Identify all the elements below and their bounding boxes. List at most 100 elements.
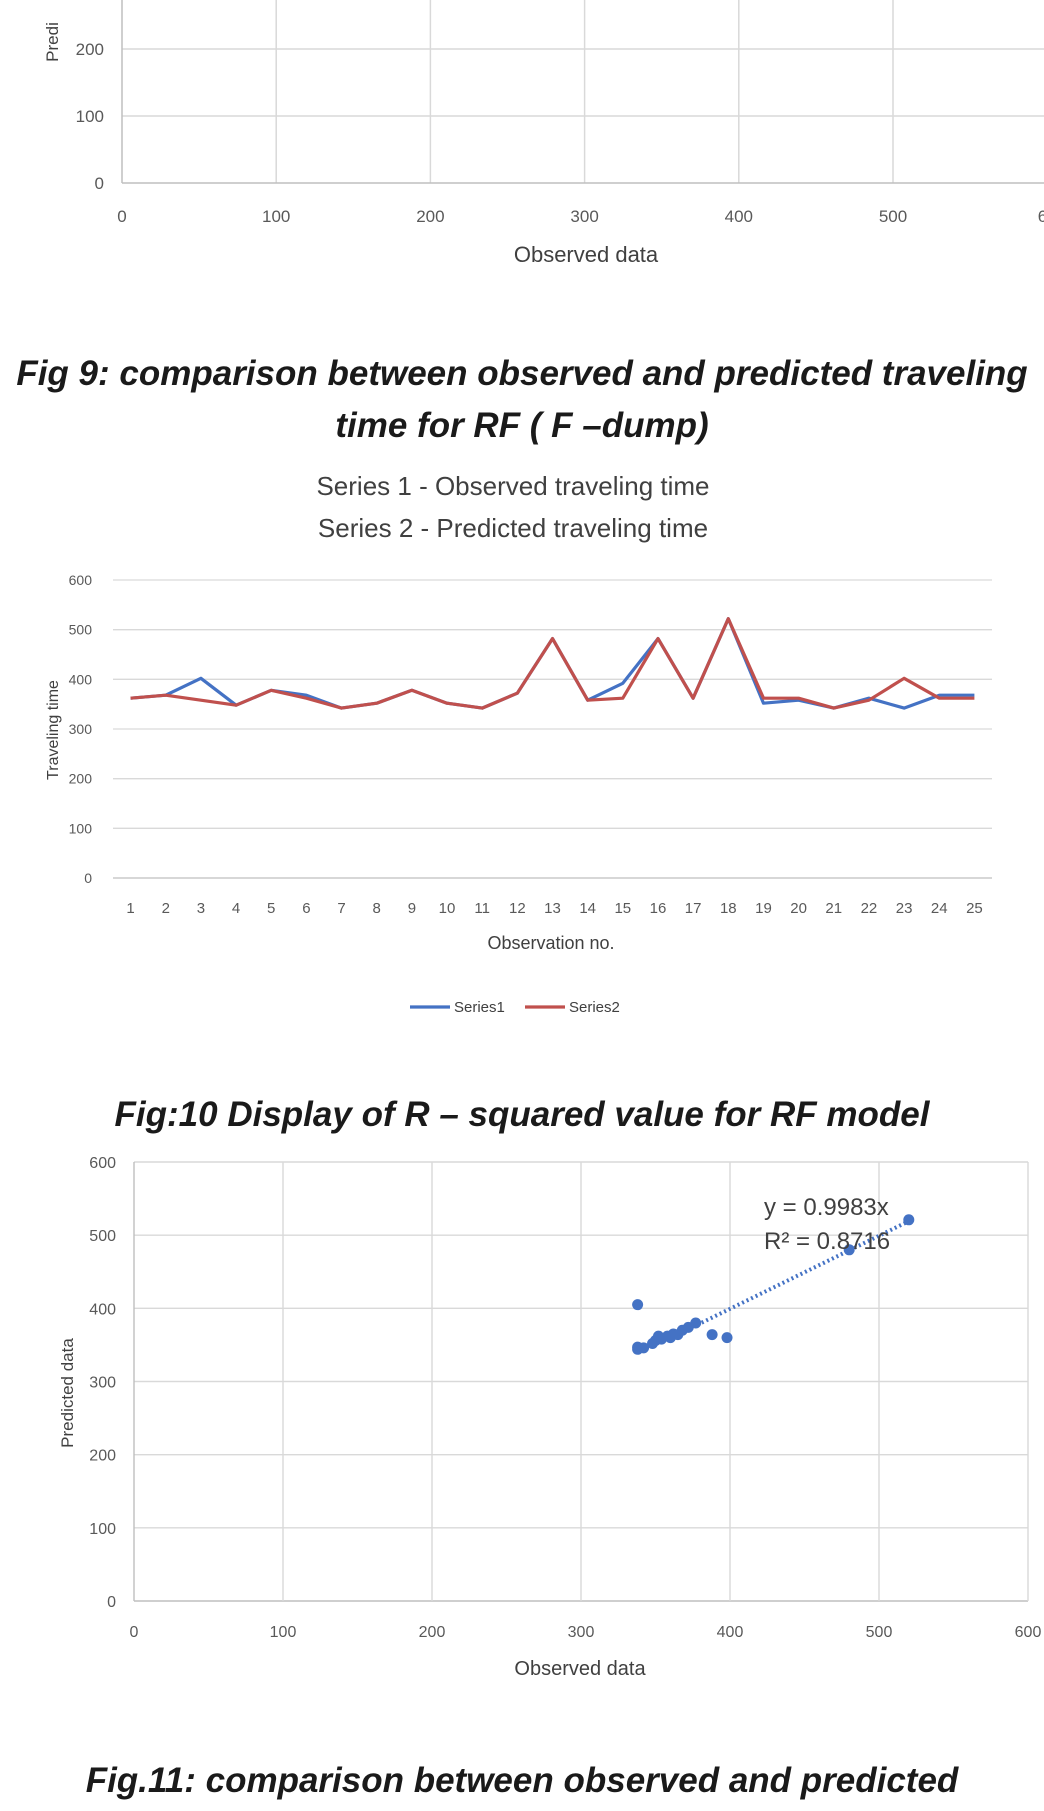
x-tick-label: 18 <box>720 900 737 917</box>
chart-b-subtitle: Series 2 - Predicted traveling time <box>318 513 708 543</box>
x-tick-label: 9 <box>408 900 416 917</box>
legend-label: Series2 <box>569 999 620 1016</box>
legend-item-1: Series1 <box>410 999 505 1016</box>
y-tick-label: 600 <box>69 572 93 588</box>
x-tick-label: 5 <box>267 900 275 917</box>
traveling-time-line-chart: Series 1 - Observed traveling time Serie… <box>45 471 992 1016</box>
x-tick-label: 11 <box>474 900 490 917</box>
chart-b-y-axis-title: Traveling time <box>45 680 62 780</box>
y-tick-label: 400 <box>89 1301 116 1318</box>
scatter-point <box>632 1299 644 1311</box>
x-tick-label: 8 <box>373 900 381 917</box>
y-tick-label: 100 <box>89 1521 116 1538</box>
trendline <box>696 1219 910 1327</box>
x-tick-label: 19 <box>755 900 772 917</box>
x-tick-label: 10 <box>439 900 456 917</box>
legend-label: Series1 <box>454 999 505 1016</box>
y-tick-label: 0 <box>107 1594 116 1611</box>
scatter-point <box>706 1329 718 1341</box>
x-tick-label: 0 <box>130 1624 139 1641</box>
x-tick-label: 17 <box>685 900 702 917</box>
x-tick-label: 23 <box>896 900 913 917</box>
partial-scatter-chart: 0 100 200 0 100 200 300 400 500 60 Predi Observe… <box>43 0 1044 267</box>
scatter-point <box>638 1342 650 1354</box>
series-2 <box>130 617 975 710</box>
y-tick-label: 400 <box>69 671 93 687</box>
chart-b-series <box>130 617 975 710</box>
chart-b-grid <box>113 579 992 879</box>
x-tick-label: 12 <box>509 900 526 917</box>
chart-a-x-axis-title: Observed data <box>514 242 659 267</box>
chart-c-y-axis-title: Predicted data <box>58 1338 77 1448</box>
y-tick-label: 300 <box>69 721 93 737</box>
x-tick-label: 14 <box>579 900 596 917</box>
x-tick-label: 300 <box>570 207 598 226</box>
x-tick-label: 6 <box>302 900 310 917</box>
y-tick-label: 600 <box>89 1155 116 1172</box>
chart-b-x-ticks: 1 2 3 4 5 6 7 8 9 10 11 12 13 14 15 16 17 18 19 20 21 22 23 24 2… <box>126 900 982 917</box>
x-tick-label: 25 <box>966 900 983 917</box>
y-tick-label: 200 <box>76 40 104 59</box>
scatter-point <box>903 1214 915 1226</box>
x-tick-label: 500 <box>866 1624 893 1641</box>
chart-b-x-axis-title: Observation no. <box>487 933 614 953</box>
y-tick-label: 100 <box>69 820 93 836</box>
x-tick-label: 100 <box>262 207 290 226</box>
chart-c-x-ticks: 0 100 200 300 400 500 600 <box>130 1624 1042 1641</box>
x-tick-label: 200 <box>419 1624 446 1641</box>
scatter-point <box>690 1317 702 1329</box>
x-tick-label: 0 <box>117 207 126 226</box>
x-tick-label: 400 <box>725 207 753 226</box>
y-tick-label: 300 <box>89 1375 116 1392</box>
figure-10-caption: Fig:10 Display of R – squared value for … <box>0 1089 1044 1141</box>
x-tick-label: 20 <box>790 900 807 917</box>
x-tick-label: 4 <box>232 900 240 917</box>
chart-c-grid <box>133 1161 1029 1602</box>
x-tick-label: 200 <box>416 207 444 226</box>
legend-item-2: Series2 <box>525 999 620 1016</box>
x-tick-label: 2 <box>162 900 170 917</box>
chart-c-trendline <box>696 1219 910 1327</box>
x-tick-label: 400 <box>717 1624 744 1641</box>
scatter-point <box>843 1244 855 1256</box>
x-tick-label: 3 <box>197 900 205 917</box>
x-tick-label: 22 <box>861 900 878 917</box>
figure-9-caption: Fig 9: comparison between observed and p… <box>0 348 1044 452</box>
chart-a-grid <box>121 0 1044 184</box>
x-tick-label: 1 <box>126 900 134 917</box>
y-tick-label: 0 <box>95 174 104 193</box>
x-tick-label: 21 <box>825 900 842 917</box>
x-tick-label: 600 <box>1015 1624 1042 1641</box>
x-tick-label: 7 <box>337 900 345 917</box>
chart-a-y-ticks: 0 100 200 <box>76 40 104 193</box>
scatter-point <box>721 1332 733 1344</box>
x-tick-label: 13 <box>544 900 561 917</box>
x-tick-label: 15 <box>614 900 631 917</box>
chart-b-title: Series 1 - Observed traveling time <box>316 471 709 501</box>
series-2-line <box>130 617 975 710</box>
y-tick-label: 200 <box>69 771 93 787</box>
figure-10-caption-text: Fig:10 Display of R – squared value for … <box>114 1095 930 1134</box>
x-tick-label: 24 <box>931 900 948 917</box>
figure-11-caption-text: Fig.11: comparison between observed and … <box>85 1761 959 1800</box>
x-tick-label: 300 <box>568 1624 595 1641</box>
x-tick-label: 100 <box>270 1624 297 1641</box>
y-tick-label: 0 <box>84 870 92 886</box>
x-tick-label: 500 <box>879 207 907 226</box>
figure-9-caption-text: Fig 9: comparison between observed and p… <box>16 354 1028 445</box>
figure-11-caption: Fig.11: comparison between observed and … <box>0 1755 1044 1807</box>
x-tick-label: 60 <box>1038 207 1044 226</box>
chart-c-r-squared: R² = 0.8716 <box>764 1228 890 1255</box>
y-tick-label: 500 <box>69 622 93 638</box>
x-tick-label: 16 <box>650 900 667 917</box>
y-tick-label: 500 <box>89 1228 116 1245</box>
chart-a-y-axis-title: Predi <box>43 22 62 62</box>
chart-a-x-ticks: 0 100 200 300 400 500 60 <box>117 207 1044 226</box>
chart-b-y-ticks: 0 100 200 300 400 500 600 <box>69 572 93 886</box>
chart-c-y-ticks: 0 100 200 300 400 500 600 <box>89 1155 116 1611</box>
y-tick-label: 200 <box>89 1448 116 1465</box>
chart-c-equation: y = 0.9983x <box>764 1194 889 1221</box>
chart-b-legend: Series1 Series2 <box>410 999 620 1016</box>
y-tick-label: 100 <box>76 107 104 126</box>
